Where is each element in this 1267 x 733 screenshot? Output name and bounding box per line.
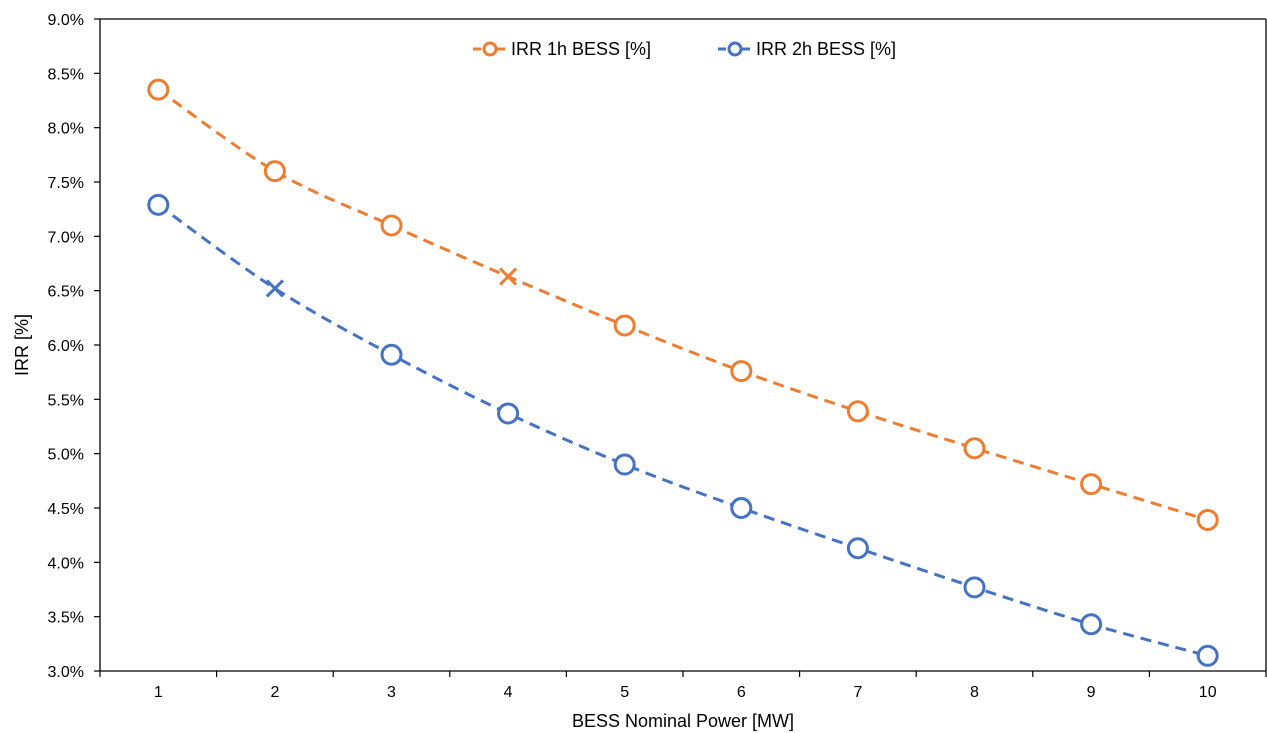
y-tick-label: 4.5% [48,501,84,518]
y-tick-label: 7.0% [48,229,84,246]
data-point [1080,473,1103,496]
y-tick-label: 9.0% [48,12,84,29]
data-point [846,537,869,560]
y-axis-title: IRR [%] [12,314,32,376]
data-point [380,343,403,366]
y-tick-label: 6.0% [48,338,84,355]
data-point-cross [499,267,518,286]
data-point [613,453,636,476]
data-point [730,360,753,383]
data-point [497,402,520,425]
data-point [263,160,286,183]
data-point [613,314,636,337]
x-tick-label: 3 [387,684,396,701]
x-tick-label: 1 [154,684,163,701]
x-tick-label: 6 [737,684,746,701]
data-point [846,400,869,423]
legend-swatch-marker [482,41,498,57]
data-point [963,437,986,460]
x-tick-label: 10 [1199,684,1217,701]
data-point-cross [265,279,284,298]
series-line [157,203,1209,658]
data-point [147,193,170,216]
legend-label: IRR 1h BESS [%] [511,39,651,59]
x-tick-label: 7 [853,684,862,701]
y-tick-label: 6.5% [48,284,84,301]
y-tick-label: 8.5% [48,66,84,83]
x-tick-label: 9 [1087,684,1096,701]
y-tick-label: 4.0% [48,555,84,572]
legend-item-1h: IRR 1h BESS [%] [473,39,651,59]
x-tick-label: 4 [504,684,513,701]
data-point [963,576,986,599]
y-tick-label: 7.5% [48,175,84,192]
x-axis-title: BESS Nominal Power [MW] [572,711,794,731]
legend-item-2h: IRR 2h BESS [%] [718,39,896,59]
data-point [1196,644,1219,667]
y-tick-label: 5.5% [48,392,84,409]
series-layer [147,78,1219,667]
legend: IRR 1h BESS [%] IRR 2h BESS [%] [473,39,896,59]
data-point [147,78,170,101]
data-point [730,497,753,519]
y-tick-label: 3.5% [48,610,84,627]
x-tick-label: 2 [270,684,279,701]
series-2h-bess [147,193,1219,667]
y-tick-label: 5.0% [48,447,84,464]
series-1h-bess [147,78,1219,531]
y-tick-label: 3.0% [48,664,84,681]
x-tick-label: 5 [620,684,629,701]
y-tick-label: 8.0% [48,121,84,138]
legend-label: IRR 2h BESS [%] [756,39,896,59]
data-point [1080,613,1103,636]
y-axis-ticks: 3.0% 3.5% 4.0% 4.5% 5.0% 5.5% 6.0% 6.5% 7.0% 7.5%… [48,12,100,681]
x-tick-label: 8 [970,684,979,701]
x-axis-ticks: 1 2 3 4 5 6 7 8 9 10 [99,671,1267,701]
legend-swatch-marker [727,41,743,57]
data-point [380,214,403,237]
series-line [157,88,1209,522]
data-point [1196,508,1219,531]
plot-frame [99,18,1267,672]
